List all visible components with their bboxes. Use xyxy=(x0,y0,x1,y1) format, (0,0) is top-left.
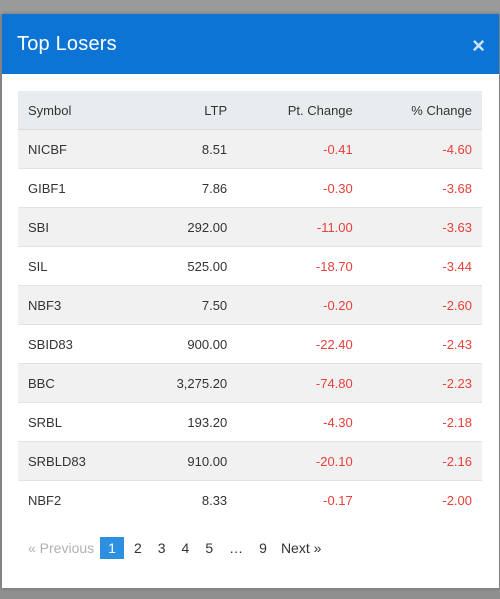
cell-ltp: 193.20 xyxy=(132,402,238,442)
cell-symbol: SBID83 xyxy=(18,324,133,364)
column-header-ltp[interactable]: LTP xyxy=(132,91,238,130)
cell-symbol: BBC xyxy=(18,363,133,403)
cell-ltp: 525.00 xyxy=(132,246,238,286)
cell-ltp: 7.50 xyxy=(132,285,238,325)
table-header-row: Symbol LTP Pt. Change % Change xyxy=(18,91,482,130)
column-header-pt-change[interactable]: Pt. Change xyxy=(237,91,363,130)
table-row: GIBF1 7.86 -0.30 -3.68 xyxy=(18,168,482,208)
cell-pt-change: -0.17 xyxy=(237,480,363,519)
cell-ltp: 900.00 xyxy=(132,324,238,364)
cell-pct-change: -2.43 xyxy=(362,324,482,364)
previous-page-button[interactable]: « Previous xyxy=(28,540,95,556)
top-losers-modal: Top Losers × Symbol LTP Pt. Change % Cha… xyxy=(2,14,499,588)
cell-pt-change: -4.30 xyxy=(237,402,363,442)
cell-symbol: GIBF1 xyxy=(18,168,133,208)
table-row: SIL 525.00 -18.70 -3.44 xyxy=(18,246,482,286)
cell-pt-change: -11.00 xyxy=(237,207,363,247)
cell-symbol: SIL xyxy=(18,246,133,286)
cell-symbol: NICBF xyxy=(18,129,133,169)
table-row: SRBLD83 910.00 -20.10 -2.16 xyxy=(18,441,482,481)
cell-pct-change: -2.16 xyxy=(362,441,482,481)
pagination-ellipsis: … xyxy=(229,540,244,556)
cell-pct-change: -3.44 xyxy=(362,246,482,286)
cell-symbol: NBF2 xyxy=(18,480,133,519)
modal-title: Top Losers xyxy=(17,32,117,55)
cell-pct-change: -3.63 xyxy=(362,207,482,247)
cell-symbol: SRBLD83 xyxy=(18,441,133,481)
cell-pct-change: -2.23 xyxy=(362,363,482,403)
modal-header: Top Losers × xyxy=(2,14,499,74)
cell-symbol: NBF3 xyxy=(18,285,133,325)
cell-ltp: 8.33 xyxy=(132,480,238,519)
cell-pct-change: -2.00 xyxy=(362,480,482,519)
next-page-button[interactable]: Next » xyxy=(280,540,322,556)
cell-pt-change: -74.80 xyxy=(237,363,363,403)
page-button-4[interactable]: 4 xyxy=(181,540,190,556)
table-row: BBC 3,275.20 -74.80 -2.23 xyxy=(18,363,482,403)
cell-pct-change: -2.18 xyxy=(362,402,482,442)
cell-symbol: SBI xyxy=(18,207,133,247)
cell-ltp: 910.00 xyxy=(132,441,238,481)
cell-pt-change: -20.10 xyxy=(237,441,363,481)
cell-pct-change: -2.60 xyxy=(362,285,482,325)
cell-pct-change: -3.68 xyxy=(362,168,482,208)
cell-pt-change: -0.41 xyxy=(237,129,363,169)
cell-ltp: 3,275.20 xyxy=(132,363,238,403)
table-row: SBID83 900.00 -22.40 -2.43 xyxy=(18,324,482,364)
losers-table: Symbol LTP Pt. Change % Change NICBF 8.5… xyxy=(18,91,482,519)
cell-ltp: 7.86 xyxy=(132,168,238,208)
page-backdrop xyxy=(0,0,500,14)
cell-symbol: SRBL xyxy=(18,402,133,442)
pagination: « Previous 1 2 3 4 5 … 9 Next » xyxy=(18,537,483,559)
table-row: SBI 292.00 -11.00 -3.63 xyxy=(18,207,482,247)
column-header-pct-change[interactable]: % Change xyxy=(362,91,482,130)
page-button-5[interactable]: 5 xyxy=(205,540,214,556)
cell-ltp: 292.00 xyxy=(132,207,238,247)
table-row: SRBL 193.20 -4.30 -2.18 xyxy=(18,402,482,442)
column-header-symbol[interactable]: Symbol xyxy=(18,91,133,130)
cell-pt-change: -18.70 xyxy=(237,246,363,286)
page-button-9[interactable]: 9 xyxy=(259,540,267,556)
close-icon[interactable]: × xyxy=(472,33,485,58)
table-row: NBF3 7.50 -0.20 -2.60 xyxy=(18,285,482,325)
page-button-2[interactable]: 2 xyxy=(133,540,142,556)
cell-pct-change: -4.60 xyxy=(362,129,482,169)
page-button-1[interactable]: 1 xyxy=(100,537,124,559)
page-button-3[interactable]: 3 xyxy=(157,540,166,556)
table-row: NBF2 8.33 -0.17 -2.00 xyxy=(18,480,482,519)
cell-pt-change: -0.30 xyxy=(237,168,363,208)
table-row: NICBF 8.51 -0.41 -4.60 xyxy=(18,129,482,169)
cell-ltp: 8.51 xyxy=(132,129,238,169)
modal-body: Symbol LTP Pt. Change % Change NICBF 8.5… xyxy=(2,74,499,559)
cell-pt-change: -22.40 xyxy=(237,324,363,364)
cell-pt-change: -0.20 xyxy=(237,285,363,325)
